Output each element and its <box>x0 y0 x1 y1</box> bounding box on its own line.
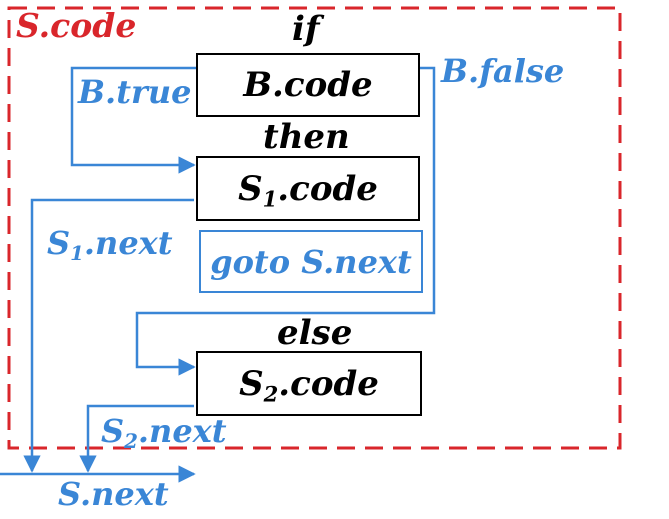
keyword-else: else <box>277 313 353 353</box>
b-false-edge <box>135 66 436 376</box>
s1-next-label: S1.next <box>47 224 173 265</box>
s2-code-label: S2.code <box>239 363 379 406</box>
keyword-then: then <box>263 117 350 157</box>
goto-s-next-box: goto S.next <box>199 230 423 293</box>
s-code-frame <box>7 6 622 450</box>
s1-code-box: S1.code <box>196 156 420 221</box>
s2-next-edge <box>79 404 194 473</box>
s1-next-edge <box>23 198 194 473</box>
b-false-label: B.false <box>441 52 565 90</box>
keyword-if: if <box>292 9 320 49</box>
b-code-label: B.code <box>243 65 373 105</box>
s1-code-label: S1.code <box>238 168 378 211</box>
b-code-box: B.code <box>196 53 420 117</box>
frame-label: S.code <box>16 6 137 45</box>
goto-s-next-label: goto S.next <box>210 242 412 281</box>
s-next-label: S.next <box>58 475 169 513</box>
s2-code-box: S2.code <box>196 351 422 416</box>
b-true-edge <box>70 66 197 174</box>
b-true-label: B.true <box>78 73 192 111</box>
s2-next-label: S2.next <box>101 412 227 453</box>
